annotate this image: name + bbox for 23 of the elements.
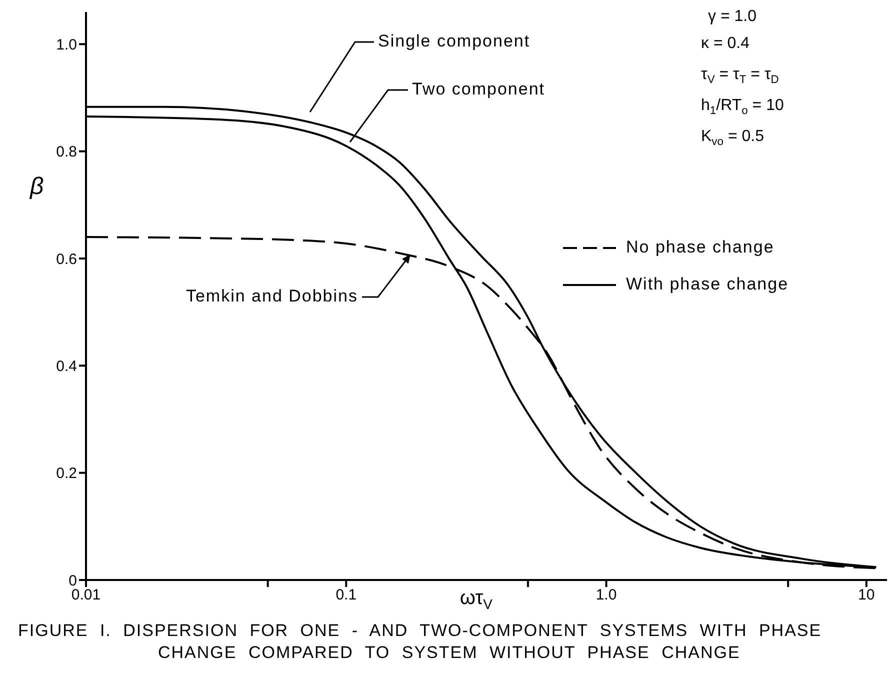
annotation: γ = 1.0 [708,8,757,25]
text: Single component [378,31,530,50]
x-tick-label: 0.01 [71,586,101,604]
y-tick-label: 0.8 [56,144,77,161]
y-tick-label: 0 [68,572,77,590]
text: Temkin and Dobbins [186,286,358,306]
x-tick-label: 1.0 [596,586,617,604]
y-tick-label: 0.6 [56,250,77,268]
x-axis-title: ωτ$_{V}$ [460,587,494,612]
annotation: τ$_{V}$ = τ$_{T}$ = τ$_{D}$ [701,66,779,86]
x-tick-label: 10 [858,586,875,604]
x-tick-label: 0.1 [336,586,357,604]
y-tick-label: 1.0 [56,36,77,54]
annotation: κ = 0.4 [701,35,750,52]
annotation: No phase change [626,237,774,256]
annotation: With phase change [626,274,789,294]
y-tick-label: 0.4 [56,358,77,375]
y-tick-label: 0.2 [56,465,77,482]
y-axis-title: β [29,172,44,200]
annotation: K$_{vo}$ = 0.5 [701,128,764,148]
text: FIGURE I. DISPERSION FOR ONE - AND TWO-COMPONENT SYSTEMS WITH PHASE CHANGE COMPARED TO SYSTEM WITHOUT PHASE CHANGE [17,620,823,664]
text: Two component [412,79,546,98]
annotation: h$_{1}$/RT$_{o}$ = 10 [701,97,784,117]
